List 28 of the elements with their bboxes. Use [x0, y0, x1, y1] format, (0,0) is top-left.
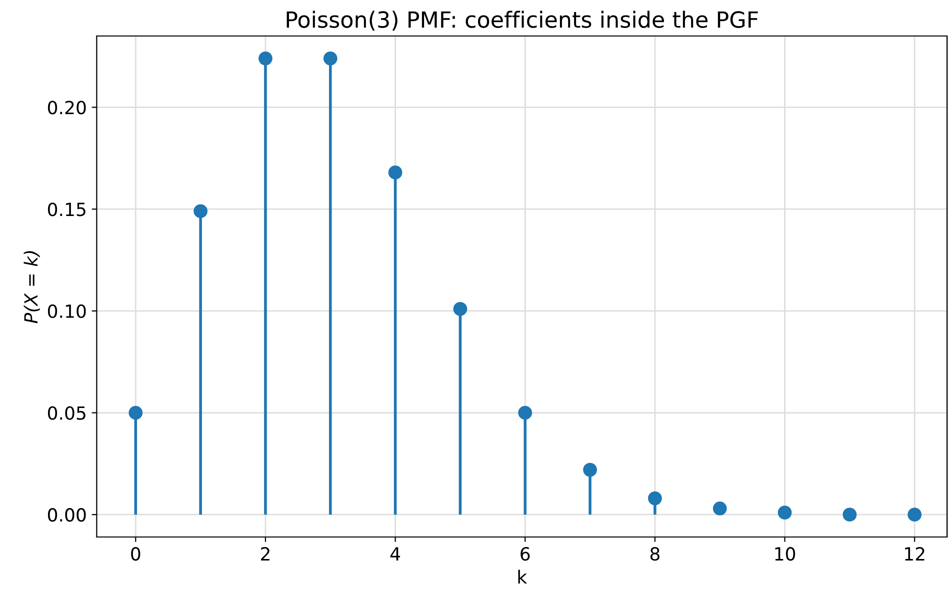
x-tick-label: 8	[650, 547, 660, 561]
point	[194, 204, 208, 218]
x-tick-label: 4	[390, 547, 400, 560]
x-tick-label: 2	[261, 547, 270, 560]
x-axis-title: k	[518, 570, 528, 584]
point	[518, 406, 532, 420]
x-tick-label: 12	[905, 547, 924, 560]
point	[842, 508, 857, 522]
x-tick-label: 10	[775, 547, 796, 561]
point	[712, 502, 727, 516]
point	[323, 51, 338, 66]
point	[583, 462, 597, 477]
y-axis-title: P(X = k)	[24, 251, 40, 324]
chart-title: Poisson(3) PMF: coefficients inside the PGF	[286, 10, 758, 31]
point	[908, 508, 922, 522]
y-tick-label: 0.10	[48, 304, 86, 318]
point	[258, 51, 272, 66]
x-tick-label: 6	[520, 547, 530, 561]
point	[388, 166, 402, 180]
point	[128, 406, 143, 420]
x-tick-label: 0	[131, 547, 140, 561]
point	[453, 302, 468, 316]
y-tick-label: 0.00	[48, 508, 86, 522]
point	[778, 506, 792, 520]
point	[648, 491, 662, 506]
y-tick-label: 0.05	[48, 406, 86, 420]
y-tick-label: 0.15	[48, 202, 86, 216]
y-tick-label: 0.20	[48, 100, 86, 114]
